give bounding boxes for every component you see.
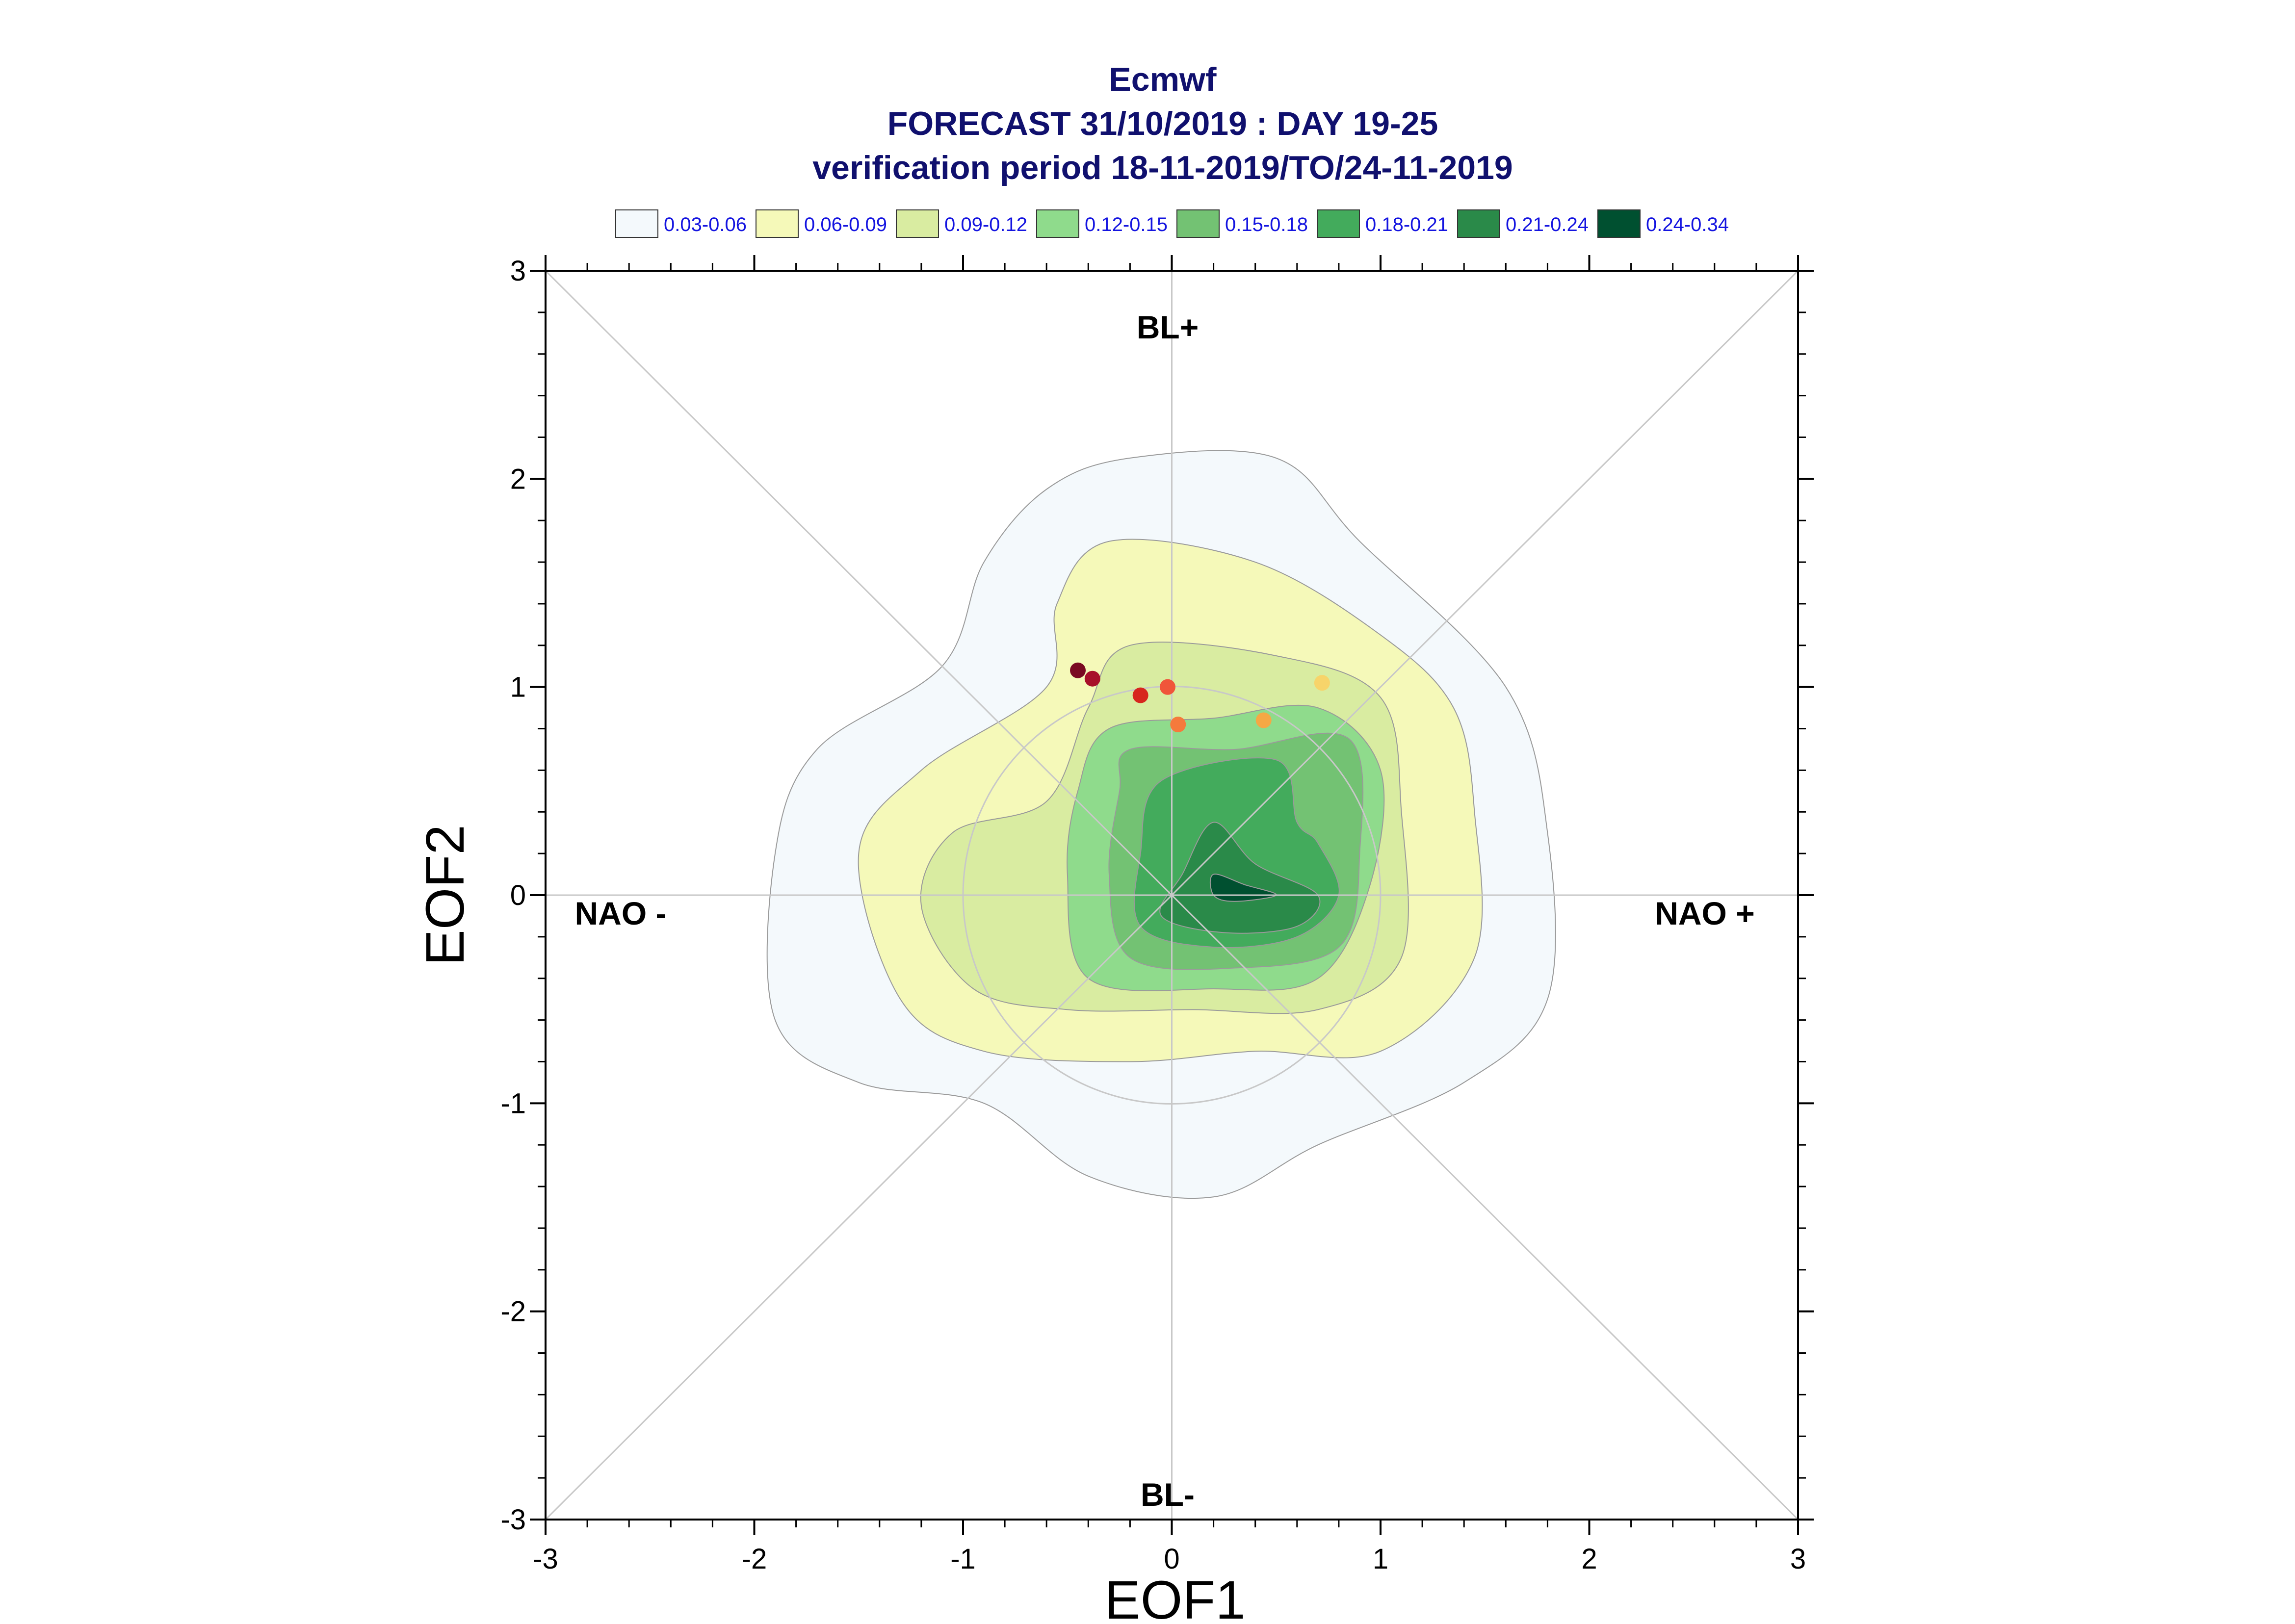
forecast-points [1070,662,1330,733]
y-axis-title: EOF2 [415,825,475,965]
legend-swatch-5 [1176,209,1220,238]
legend: 0.03-0.06 0.06-0.09 0.09-0.12 0.12-0.15 0.15… [615,209,1729,238]
density-contours [766,450,1556,1199]
x-tick-label: -2 [742,1543,767,1575]
y-tick-label: -3 [500,1504,526,1536]
y-tick-label: -2 [500,1296,526,1328]
legend-swatch-1 [615,209,658,238]
legend-label-3: 0.09-0.12 [944,214,1027,235]
regime-label-nao-plus: NAO + [1655,895,1755,931]
legend-swatch-2 [756,209,799,238]
gridlines [545,270,1799,1521]
legend-label-7: 0.21-0.24 [1506,214,1589,235]
regime-label-bl-minus: BL- [1141,1476,1195,1513]
legend-label-2: 0.06-0.09 [804,214,887,235]
x-tick-label: 3 [1790,1543,1806,1575]
legend-swatch-7 [1457,209,1500,238]
axes: -3 -2 -1 0 1 2 3 -3 -2 -1 0 1 2 3 [500,255,1814,1575]
y-tick-label: 2 [510,463,526,495]
legend-label-4: 0.12-0.15 [1085,214,1168,235]
y-tick-label: 1 [510,671,526,703]
forecast-point-5 [1170,717,1186,733]
legend-swatch-3 [896,209,939,238]
legend-label-8: 0.24-0.34 [1646,214,1729,235]
chart-subtitle-2: verification period 18-11-2019/TO/24-11-… [812,149,1513,186]
y-tick-label: -1 [500,1087,526,1119]
legend-swatch-6 [1317,209,1360,238]
contour-level-7 [1159,822,1321,934]
legend-label-1: 0.03-0.06 [664,214,747,235]
chart-title: Ecmwf [1109,61,1217,98]
forecast-point-7 [1314,675,1330,691]
regime-label-bl-plus: BL+ [1137,309,1199,345]
y-tick-label: 3 [510,255,526,287]
legend-swatch-4 [1036,209,1079,238]
legend-swatch-8 [1597,209,1641,238]
x-tick-label: -3 [533,1543,558,1575]
forecast-point-4 [1159,679,1175,695]
legend-label-6: 0.18-0.21 [1365,214,1448,235]
x-axis-title: EOF1 [1104,1570,1245,1624]
x-tick-label: -1 [950,1543,976,1575]
x-tick-label: 1 [1373,1543,1388,1575]
forecast-point-2 [1084,670,1100,687]
legend-label-5: 0.15-0.18 [1225,214,1308,235]
x-tick-label: 2 [1581,1543,1597,1575]
chart-subtitle: FORECAST 31/10/2019 : DAY 19-25 [887,105,1438,142]
y-tick-label: 0 [510,879,526,911]
forecast-point-1 [1070,662,1086,678]
forecast-point-6 [1255,712,1272,728]
forecast-point-3 [1132,687,1148,703]
regime-label-nao-minus: NAO - [575,895,667,931]
x-tick-label: 0 [1164,1543,1179,1575]
